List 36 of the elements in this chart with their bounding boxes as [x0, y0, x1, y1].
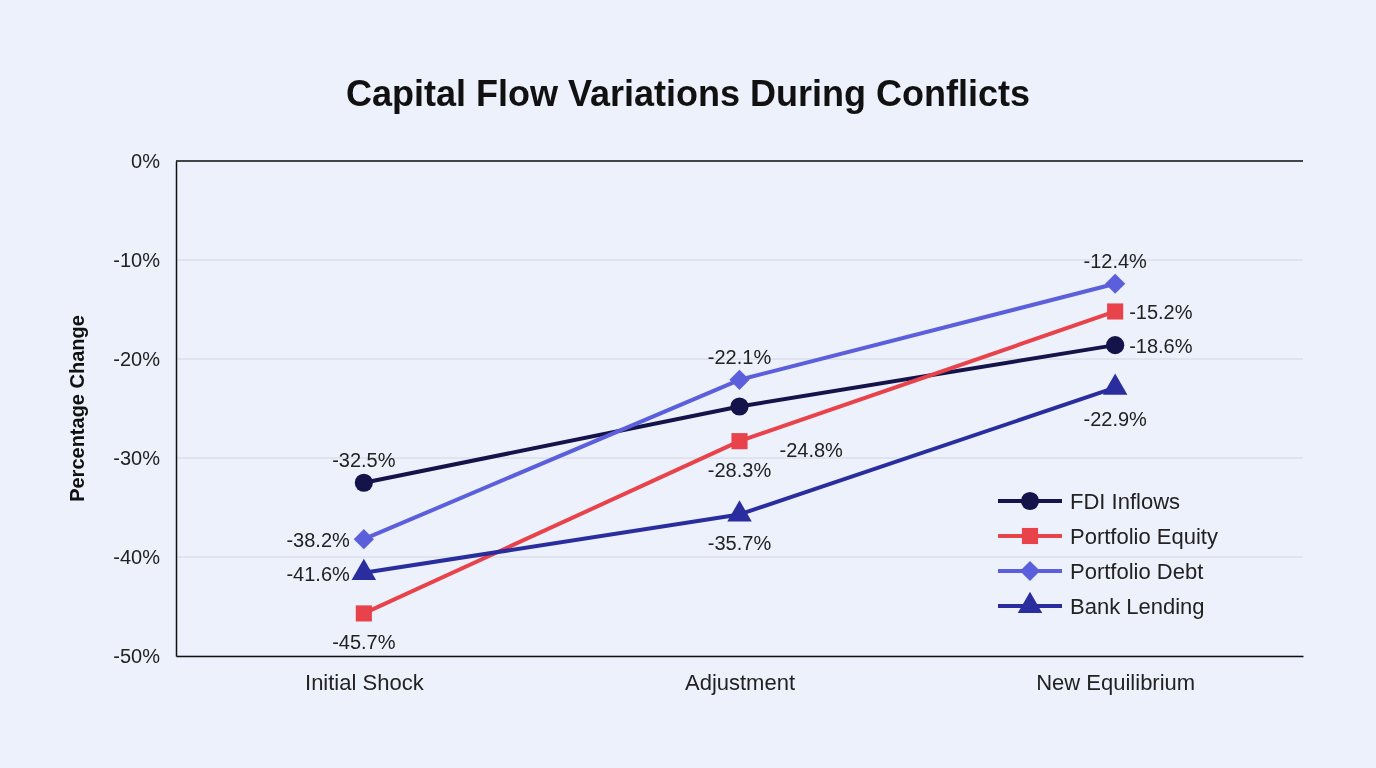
- y-tick-label: -10%: [113, 248, 161, 271]
- point: [1106, 336, 1125, 355]
- y-tick-label: -30%: [113, 446, 161, 469]
- data-label: -35.7%: [707, 532, 772, 555]
- x-tick-label: New Equilibrium: [1036, 669, 1196, 695]
- y-tick-label: -40%: [113, 545, 161, 568]
- data-label: -18.6%: [1129, 335, 1193, 358]
- data-label: -38.2%: [286, 529, 351, 552]
- point: [1105, 273, 1126, 294]
- point: [1107, 303, 1124, 320]
- y-tick-label: 0%: [131, 149, 161, 172]
- y-tick-label: -20%: [113, 347, 161, 370]
- data-label: -22.1%: [707, 345, 772, 368]
- data-label: -45.7%: [332, 631, 396, 654]
- data-label: -24.8%: [779, 438, 844, 461]
- legend-label: FDI Inflows: [1070, 489, 1181, 514]
- data-label: -32.5%: [332, 448, 396, 471]
- legend-label: Bank Lending: [1070, 594, 1205, 619]
- data-label: -41.6%: [286, 562, 351, 585]
- data-label: -28.3%: [707, 459, 772, 482]
- data-label: -22.9%: [1083, 407, 1148, 430]
- x-tick-label: Initial Shock: [305, 669, 425, 695]
- point: [354, 473, 373, 492]
- point: [731, 433, 748, 450]
- point: [729, 369, 750, 390]
- y-axis-title: Percentage Change: [66, 315, 88, 502]
- point: [730, 397, 749, 416]
- data-label: -15.2%: [1129, 301, 1193, 324]
- x-tick-label: Adjustment: [684, 669, 796, 695]
- y-tick-label: -50%: [113, 644, 161, 667]
- point: [355, 605, 372, 622]
- legend-label: Portfolio Equity: [1070, 524, 1218, 549]
- chart-title: Capital Flow Variations During Conflicts: [345, 73, 1031, 114]
- legend-label: Portfolio Debt: [1070, 559, 1204, 584]
- point: [353, 529, 374, 550]
- data-label: -12.4%: [1083, 249, 1148, 272]
